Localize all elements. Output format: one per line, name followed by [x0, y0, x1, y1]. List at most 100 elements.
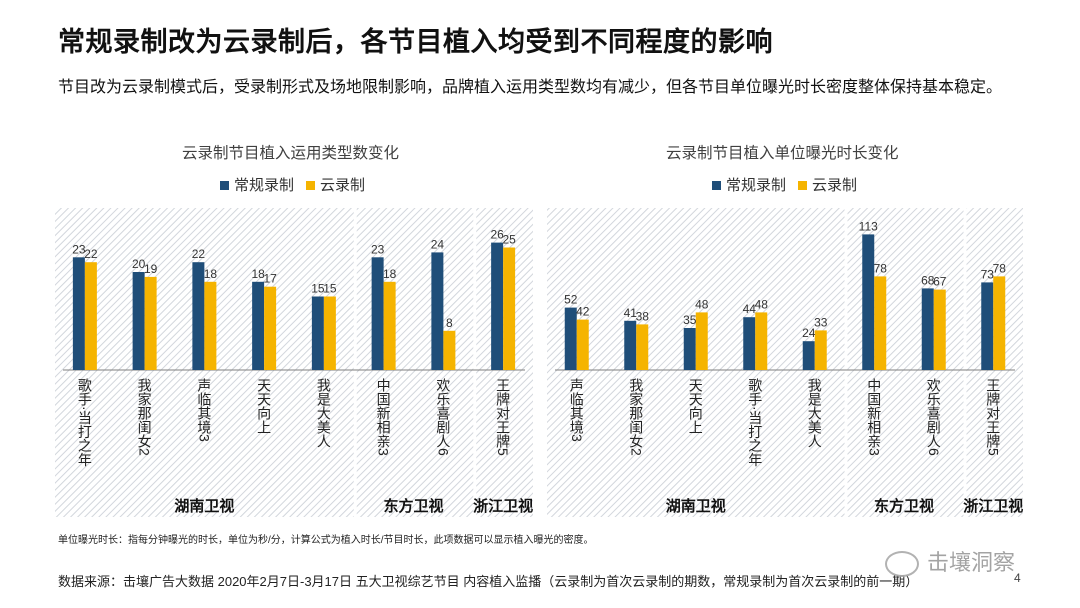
data-label-cloud: 48 — [755, 297, 769, 311]
data-label-regular: 24 — [431, 237, 445, 251]
bar-cloud — [204, 281, 217, 370]
bar-cloud — [576, 319, 589, 370]
slide-title: 常规录制改为云录制后，各节目植入均受到不同程度的影响 — [58, 27, 773, 57]
bar-cloud — [264, 286, 277, 370]
category-label: 欢乐喜剧人6 — [926, 378, 942, 456]
group-label: 东方卫视 — [874, 497, 934, 515]
category-label: 中国新相亲3 — [866, 378, 882, 456]
bar-regular — [371, 257, 384, 370]
legend-item-cloud: 云录制 — [798, 177, 857, 194]
chart-1-title: 云录制节目植入运用类型数变化 — [182, 145, 400, 162]
data-label-cloud: 15 — [323, 282, 337, 296]
bar-cloud — [814, 330, 827, 370]
group-label: 浙江卫视 — [473, 497, 533, 515]
data-label-regular: 26 — [490, 228, 504, 242]
data-label-regular: 73 — [981, 267, 995, 281]
data-label-regular: 44 — [743, 302, 757, 316]
data-label-cloud: 78 — [874, 261, 888, 275]
bar-regular — [981, 282, 994, 370]
category-label: 王牌对王牌5 — [495, 378, 511, 456]
bar-cloud — [443, 330, 456, 370]
category-label: 我家那闺女2 — [137, 378, 153, 456]
category-label: 我是大美人 — [316, 378, 332, 448]
group-label: 浙江卫视 — [963, 497, 1023, 515]
category-label: 我是大美人 — [807, 378, 823, 448]
category-label: 王牌对王牌5 — [985, 378, 1001, 456]
slide-subtitle: 节目改为云录制模式后，受录制形式及场地限制影响，品牌植入运用类型数均有减少，但各… — [58, 79, 1003, 96]
chart-2-title: 云录制节目植入单位曝光时长变化 — [666, 145, 899, 162]
data-label-cloud: 25 — [502, 233, 516, 247]
data-label-cloud: 67 — [933, 275, 947, 289]
legend-swatch-regular — [220, 181, 229, 191]
legend-label-cloud: 云录制 — [812, 177, 858, 194]
legend-label-regular: 常规录制 — [234, 177, 295, 194]
data-label-regular: 35 — [683, 313, 697, 327]
bar-regular — [624, 320, 637, 370]
category-label: 天天向上 — [688, 378, 704, 434]
bar-cloud — [993, 276, 1006, 370]
bar-cloud — [503, 247, 516, 370]
data-label-regular: 18 — [251, 267, 265, 281]
data-label-regular: 68 — [921, 273, 935, 287]
category-label: 声临其境3 — [196, 378, 212, 442]
bar-regular — [311, 296, 324, 370]
data-label-cloud: 17 — [263, 272, 277, 286]
bar-regular — [431, 252, 444, 370]
data-label-regular: 23 — [371, 242, 385, 256]
data-label-regular: 52 — [564, 293, 578, 307]
legend-label-regular: 常规录制 — [726, 177, 787, 194]
bar-regular — [491, 242, 504, 370]
bar-cloud — [755, 312, 768, 370]
legend-item-cloud: 云录制 — [306, 177, 365, 194]
legend-swatch-regular — [712, 181, 721, 191]
data-label-regular: 15 — [311, 282, 325, 296]
bar-cloud — [695, 312, 708, 370]
watermark-text: 击壤洞察 — [927, 550, 1016, 575]
page-number: 4 — [1014, 571, 1021, 585]
data-source: 数据来源：击壤广告大数据 2020年2月7日-3月17日 五大卫视综艺节目 内容… — [58, 574, 919, 589]
legend-item-regular: 常规录制 — [712, 177, 786, 194]
category-label: 欢乐喜剧人6 — [435, 378, 451, 456]
group-label: 东方卫视 — [383, 497, 443, 515]
bar-cloud — [84, 262, 97, 370]
bar-regular — [132, 272, 145, 370]
data-label-regular: 20 — [132, 257, 146, 271]
bar-regular — [252, 281, 265, 370]
legend-label-cloud: 云录制 — [320, 177, 366, 194]
data-label-cloud: 22 — [84, 247, 98, 261]
data-label-cloud: 42 — [576, 305, 590, 319]
category-label: 歌手·当打之年 — [77, 378, 93, 467]
bar-cloud — [383, 281, 396, 370]
data-label-cloud: 19 — [144, 262, 158, 276]
bar-regular — [802, 341, 815, 370]
category-label: 我家那闺女2 — [628, 378, 644, 456]
bar-regular — [683, 328, 696, 370]
category-label: 声临其境3 — [569, 378, 585, 442]
group-label: 湖南卫视 — [666, 497, 726, 515]
bar-cloud — [636, 324, 649, 370]
data-label-regular: 113 — [859, 219, 878, 233]
data-label-regular: 23 — [72, 242, 86, 256]
data-label-regular: 41 — [624, 306, 638, 320]
bar-regular — [72, 257, 85, 370]
group-label: 湖南卫视 — [174, 497, 234, 515]
data-label-cloud: 78 — [993, 261, 1007, 275]
bar-cloud — [874, 276, 887, 370]
legend-swatch-cloud — [798, 181, 808, 191]
bar-regular — [743, 317, 756, 370]
bar-regular — [921, 288, 934, 370]
bar-regular — [564, 307, 577, 370]
data-label-cloud: 8 — [446, 316, 453, 330]
watermark: 击壤洞察 — [885, 545, 1016, 578]
legend-swatch-cloud — [306, 181, 316, 191]
category-label: 歌手·当打之年 — [747, 378, 763, 467]
chart-1-legend: 常规录制 云录制 — [220, 174, 377, 195]
category-label: 中国新相亲3 — [376, 378, 392, 456]
wechat-icon — [885, 551, 919, 578]
data-label-cloud: 18 — [383, 267, 397, 281]
data-label-cloud: 33 — [814, 315, 828, 329]
chart-2-legend: 常规录制 云录制 — [712, 174, 869, 195]
bar-regular — [192, 262, 205, 370]
legend-item-regular: 常规录制 — [220, 177, 294, 194]
